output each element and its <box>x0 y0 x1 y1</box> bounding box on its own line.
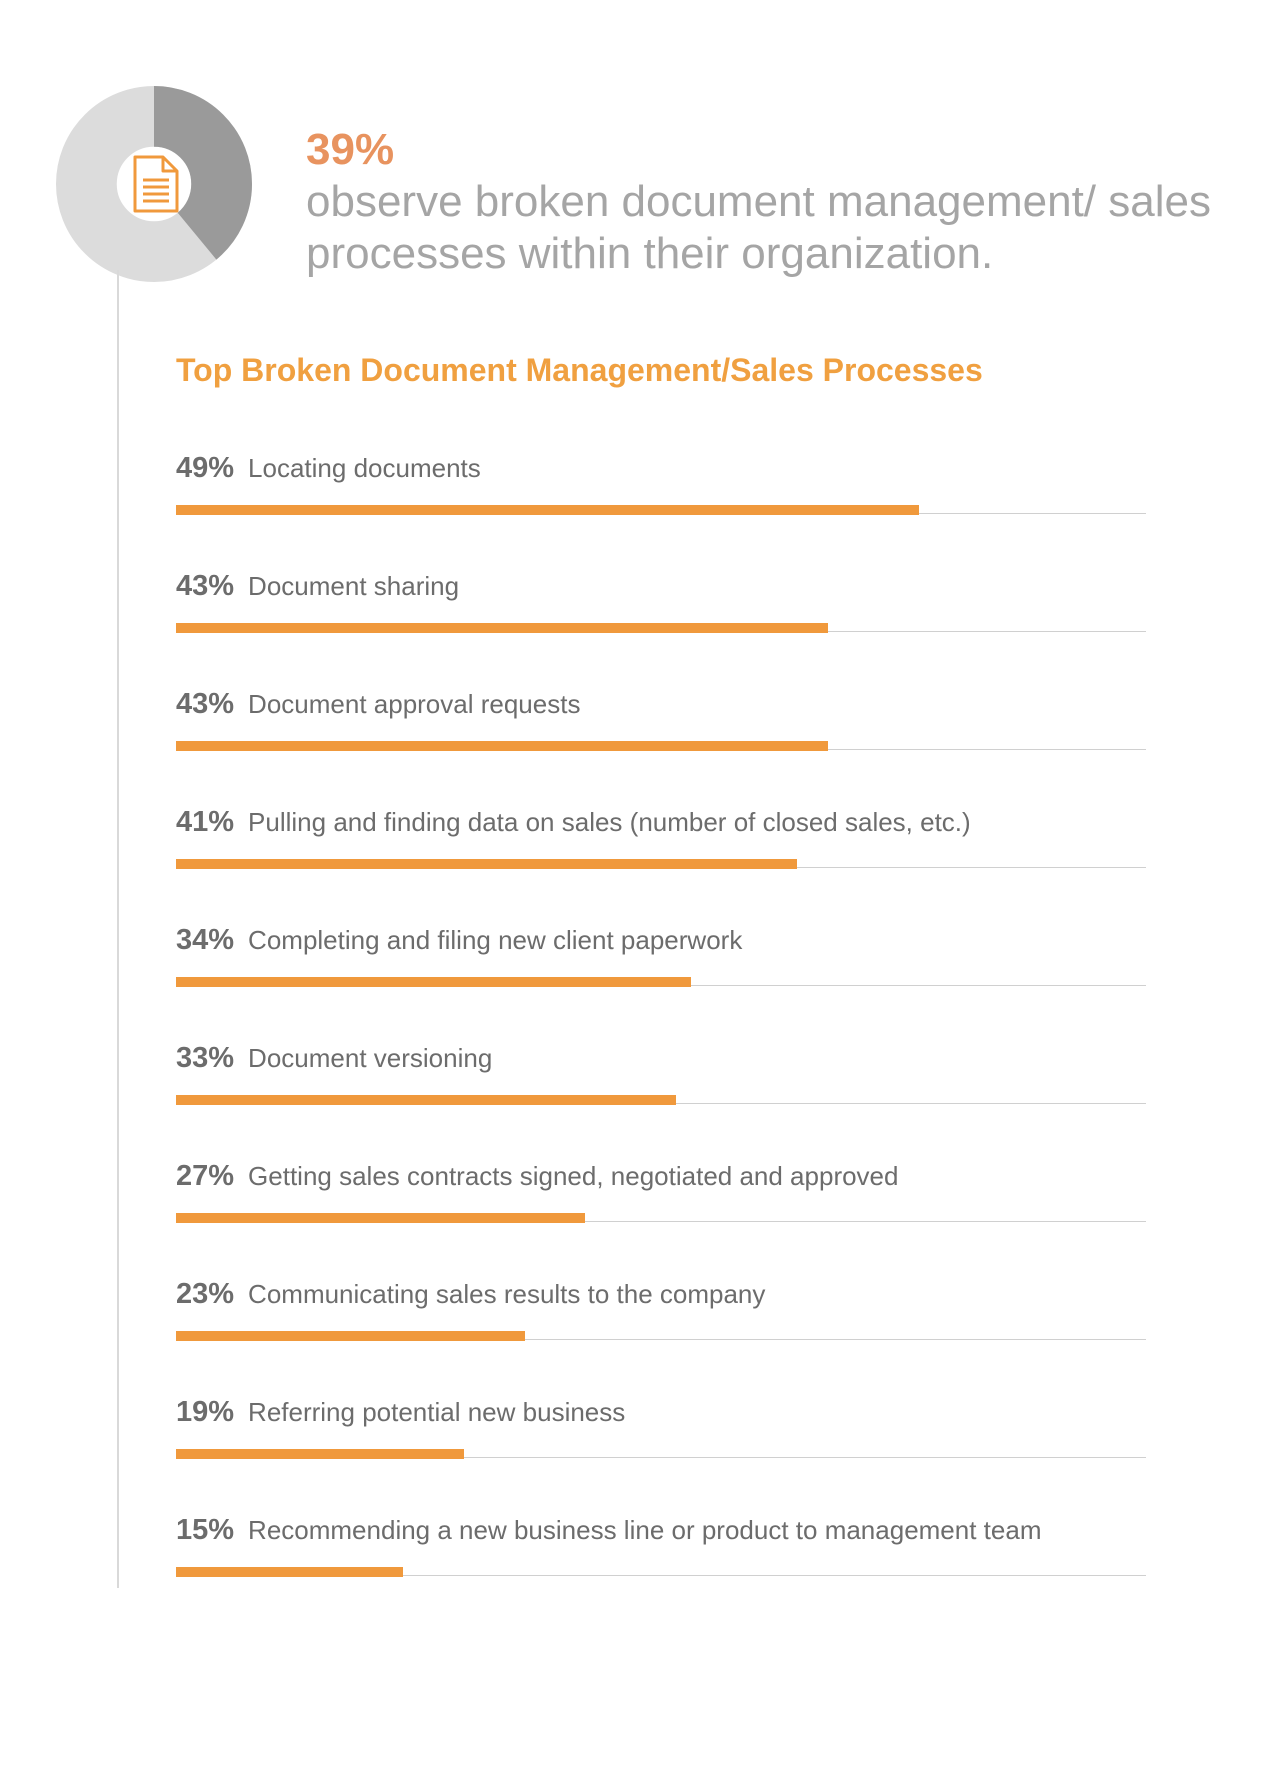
bar-value-label: 41% <box>176 806 235 838</box>
bar-category-label: Referring potential new business <box>248 1397 626 1427</box>
bar-baseline <box>176 1457 1146 1458</box>
bar-row: 43% Document approval requests <box>176 686 1146 804</box>
bar-label: 19% Referring potential new business <box>176 1394 625 1430</box>
bar <box>176 1095 676 1105</box>
bar-category-label: Document versioning <box>248 1043 493 1073</box>
bar-label: 43% Document approval requests <box>176 686 580 722</box>
bar-track <box>176 505 1146 515</box>
bar-category-label: Pulling and finding data on sales (numbe… <box>248 807 971 837</box>
bar-track <box>176 741 1146 751</box>
bar-category-label: Locating documents <box>248 453 481 483</box>
bar-track <box>176 977 1146 987</box>
bar-value-label: 49% <box>176 452 235 484</box>
bar-label: 15% Recommending a new business line or p… <box>176 1512 1041 1548</box>
bar-value-label: 43% <box>176 688 235 720</box>
bar-baseline <box>176 1575 1146 1576</box>
bar-value-label: 27% <box>176 1160 235 1192</box>
bar-row: 19% Referring potential new business <box>176 1394 1146 1512</box>
bar-track <box>176 1567 1146 1577</box>
bar-row: 43% Document sharing <box>176 568 1146 686</box>
bar <box>176 505 919 515</box>
bar-category-label: Communicating sales results to the compa… <box>248 1279 766 1309</box>
bar-category-label: Recommending a new business line or prod… <box>248 1515 1042 1545</box>
bar-row: 33% Document versioning <box>176 1040 1146 1158</box>
bar-category-label: Getting sales contracts signed, negotiat… <box>248 1161 899 1191</box>
bar-value-label: 19% <box>176 1396 235 1428</box>
bar-row: 15% Recommending a new business line or p… <box>176 1512 1146 1630</box>
chart-title: Top Broken Document Management/Sales Pro… <box>176 352 983 388</box>
headline: 39% observe broken document management/ … <box>306 124 1236 280</box>
timeline-divider <box>117 270 119 1588</box>
bar-track <box>176 1331 1146 1341</box>
bar-row: 27% Getting sales contracts signed, negot… <box>176 1158 1146 1276</box>
bar <box>176 1331 525 1341</box>
bar-label: 43% Document sharing <box>176 568 459 604</box>
bar-label: 33% Document versioning <box>176 1040 492 1076</box>
bar-row: 41% Pulling and finding data on sales (nu… <box>176 804 1146 922</box>
bar-value-label: 23% <box>176 1278 235 1310</box>
bar-value-label: 34% <box>176 924 235 956</box>
headline-percentage: 39% <box>306 125 395 174</box>
bar-category-label: Document approval requests <box>248 689 581 719</box>
bar-label: 34% Completing and filing new client pape… <box>176 922 742 958</box>
bar-value-label: 33% <box>176 1042 235 1074</box>
bar <box>176 1567 403 1577</box>
bar-baseline <box>176 1221 1146 1222</box>
bar-label: 41% Pulling and finding data on sales (nu… <box>176 804 971 840</box>
bar-category-label: Document sharing <box>248 571 460 601</box>
bar-label: 49% Locating documents <box>176 450 481 486</box>
bar-track <box>176 623 1146 633</box>
bar-track <box>176 1449 1146 1459</box>
bar <box>176 977 691 987</box>
bar-category-label: Completing and filing new client paperwo… <box>248 925 743 955</box>
bar-label: 23% Communicating sales results to the co… <box>176 1276 765 1312</box>
bar-value-label: 43% <box>176 570 235 602</box>
bar-value-label: 15% <box>176 1514 235 1546</box>
donut-chart <box>56 86 252 282</box>
bar <box>176 859 797 869</box>
bar-row: 23% Communicating sales results to the co… <box>176 1276 1146 1394</box>
headline-description: observe broken document management/ sale… <box>306 177 1211 278</box>
bar-row: 49% Locating documents <box>176 450 1146 568</box>
bar <box>176 623 828 633</box>
donut-filled-segment <box>56 86 252 282</box>
bar-baseline <box>176 1339 1146 1340</box>
bar <box>176 1449 464 1459</box>
bar <box>176 1213 585 1223</box>
bar-chart: 49% Locating documents 43% Document sharing… <box>176 450 1146 1630</box>
document-icon <box>133 155 179 213</box>
bar-track <box>176 1213 1146 1223</box>
bar-label: 27% Getting sales contracts signed, negot… <box>176 1158 898 1194</box>
bar-row: 34% Completing and filing new client pape… <box>176 922 1146 1040</box>
bar-track <box>176 1095 1146 1105</box>
bar-track <box>176 859 1146 869</box>
bar <box>176 741 828 751</box>
